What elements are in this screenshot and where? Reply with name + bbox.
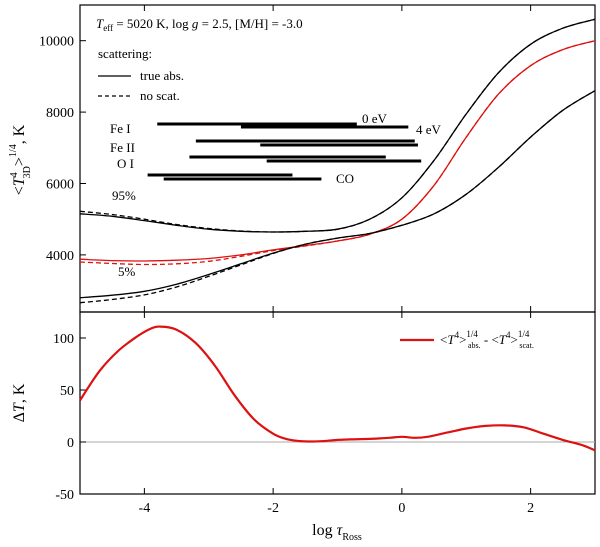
bottom-panel-frame [79, 311, 596, 495]
curve-label-5: 5% [118, 264, 136, 279]
bottom-x-tick-label: -4 [139, 501, 151, 516]
bottom-panel: -50 0 50 100 -4 -2 0 2 <T4>1/4 abs. - <T4>1/4 sc… [11, 311, 596, 543]
species-label-fe-i: Fe I [110, 121, 131, 136]
bottom-y-ticks: -50 0 50 100 [53, 332, 86, 503]
top-series [79, 18, 596, 304]
legend-item-no-scat: no scat. [140, 88, 180, 103]
series-line-5-true-abs [79, 90, 596, 299]
x-axis-label: log τRoss [312, 522, 362, 543]
series-line-95-no-scat [79, 18, 596, 233]
bottom-x-ticks: -4 -2 0 2 [139, 312, 534, 516]
bottom-x-tick-label: 0 [398, 501, 405, 516]
energy-label-0ev: 0 eV [362, 111, 388, 126]
bottom-x-tick-label: 2 [527, 501, 534, 516]
bottom-y-tick-label: 100 [53, 332, 74, 347]
top-y-tick-label: 8000 [46, 106, 74, 121]
legend-difference-label: <T4>1/4 abs. - <T4>1/4 scat. [440, 329, 534, 350]
top-y-axis-label: <T4 3D>1/4, K [8, 124, 33, 195]
bottom-y-tick-label: -50 [55, 488, 74, 503]
bottom-y-tick-label: 50 [60, 384, 74, 399]
top-y-tick-label: 6000 [46, 177, 74, 192]
series-line-mean-no-scat [79, 40, 596, 266]
bottom-x-tick-label: -2 [267, 501, 279, 516]
legend-title: scattering: [98, 46, 152, 61]
top-y-tick-label: 4000 [46, 249, 74, 264]
legend-item-true-abs: true abs. [140, 68, 184, 83]
bottom-y-tick-label: 0 [67, 436, 74, 451]
series-line-difference [79, 325, 596, 452]
species-label-co: CO [336, 171, 354, 186]
formation-range-bars [147, 122, 422, 181]
energy-label-4ev: 4 eV [416, 122, 442, 137]
bottom-y-axis-label: ΔT, K [11, 383, 28, 422]
species-label-fe-ii: Fe II [110, 140, 135, 155]
bottom-series [79, 325, 596, 452]
series-line-5-no-scat [79, 90, 596, 304]
top-y-tick-label: 10000 [39, 35, 74, 50]
parameter-annotation: Teff = 5020 K, log g = 2.5, [M/H] = -3.0 [96, 16, 303, 33]
species-label-o-i: O I [117, 156, 134, 171]
top-panel: 4000 6000 8000 10000 Teff = 5020 K, log g =… [8, 4, 596, 313]
top-x-ticks [143, 5, 532, 312]
curve-label-95: 95% [112, 188, 136, 203]
top-y-ticks: 4000 6000 8000 10000 [39, 35, 86, 264]
